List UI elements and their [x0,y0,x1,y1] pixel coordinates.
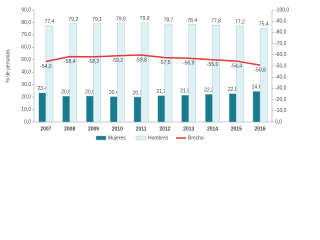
bar [205,94,213,123]
y2-tick-label: -70,0 [275,41,287,47]
y2-tick-label: -60,0 [275,52,287,58]
bar-value-label: 20,1 [133,90,143,96]
bar-value-label: 24,6 [252,85,262,91]
y-axis-label: % de personas [5,49,11,83]
y-tick-label: 50,0 [21,57,31,63]
line-value-label: -50,8 [254,67,266,73]
bar [228,93,237,123]
bar-value-label: 77,4 [45,19,55,25]
y2-tick-label: -10,0 [275,108,287,114]
bar-value-label: 79,1 [92,17,102,23]
chart: % de personas 0,0 10,0 20,0 30,0 40,0 50,0 60,… [5,7,289,141]
bar [212,24,220,123]
line-value-label: -59,2 [112,58,124,64]
x-tick-label: 2016 [255,126,266,132]
x-tick-label: 2009 [88,126,99,132]
bar-value-label: 20,4 [109,90,119,96]
x-tick-label: 2011 [136,126,147,132]
bar-value-label: 79,2 [68,17,78,23]
legend-label: Mujeres [108,135,126,141]
y-tick-label: 0,0 [24,119,31,125]
y2-tick-label: 0,0 [275,119,282,125]
y2-tick-label: -90,0 [275,19,287,25]
bar [86,95,94,123]
bar-value-label: 20,8 [61,89,71,95]
y2-tick-label: -40,0 [275,75,287,81]
y-tick-label: 60,0 [21,45,31,51]
bar [109,96,118,123]
x-tick-label: 2014 [207,126,218,132]
bar [252,91,261,123]
y2-tick-label: -30,0 [275,86,287,92]
y2-tick-label: -80,0 [275,30,287,36]
line-value-label: -54,0 [40,64,52,70]
bar-value-label: 21,5 [180,89,190,95]
line-value-label: -58,2 [88,59,100,65]
bar-value-label: 21,2 [156,89,166,95]
bar [117,22,125,123]
bar-value-label: 75,4 [259,21,269,27]
bar-value-label: 79,9 [140,16,150,22]
x-tick-label: 2013 [183,126,194,132]
x-tick-label: 2008 [64,126,75,132]
y-tick-label: 40,0 [21,70,31,76]
bar [69,23,78,123]
legend-label: Hombres [148,135,169,141]
line-value-label: -58,4 [64,59,76,65]
line-value-label: -59,8 [135,57,147,63]
bar [45,25,54,123]
legend-label: Brecha [188,135,204,141]
line-value-label: -57,5 [159,60,171,66]
bar [181,95,189,123]
y-tick-label: 80,0 [21,20,31,26]
line [45,54,261,66]
line-value-label: -55,6 [207,62,219,68]
y2-tick-label: -100,0 [275,7,289,13]
x-tick-label: 2010 [112,126,123,132]
bar-value-label: 78,4 [187,18,197,24]
bar [236,25,244,123]
bar-value-label: 78,7 [164,17,174,23]
bar-value-label: 22,2 [204,88,214,94]
bar [38,92,47,123]
y-tick-label: 10,0 [21,107,31,113]
y2-tick-label: -20,0 [275,97,287,103]
bar [164,23,173,123]
bar-value-label: 20,9 [85,89,95,95]
bar [140,22,149,123]
bar-value-label: 77,8 [211,19,221,25]
bar [188,24,197,123]
x-tick-label: 2007 [40,126,51,132]
legend-swatch [135,135,147,141]
bar [93,23,101,123]
line-value-label: -54,4 [231,63,243,69]
bar [133,96,142,123]
x-tick-label: 2015 [231,126,242,132]
y-tick-label: 90,0 [21,7,31,13]
y-tick-label: 30,0 [21,82,31,88]
bar [62,95,70,123]
legend-swatch [95,135,107,141]
x-tick-label: 2012 [159,126,170,132]
y-tick-label: 70,0 [21,32,31,38]
bar-value-label: 77,2 [235,19,245,25]
y2-tick-label: -50,0 [275,63,287,69]
bar [157,95,166,123]
bar-value-label: 79,6 [116,16,126,22]
bar [259,27,268,123]
line-value-label: -56,9 [183,61,195,67]
y-tick-label: 20,0 [21,94,31,100]
bar-value-label: 22,8 [228,87,238,93]
bar-value-label: 23,4 [37,86,47,92]
